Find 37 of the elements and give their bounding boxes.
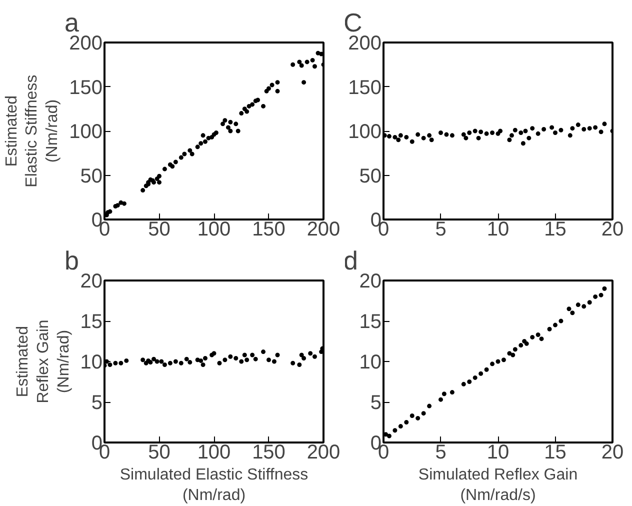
y-axis-title: Estimated Reflex Gain (Nm/rad)	[14, 320, 72, 404]
x-tick-label: 5	[435, 218, 446, 240]
x-tick-label: 10	[486, 442, 510, 464]
y-tick-label: 50	[80, 165, 103, 188]
chart-title: b	[64, 246, 79, 276]
x-tick-label: 50	[148, 442, 170, 464]
y-tick-label: 10	[359, 352, 382, 374]
x-tick-label: 20	[601, 218, 624, 240]
x-tick-label: 15	[544, 218, 566, 240]
y-tick-label: 100	[69, 121, 103, 143]
x-tick-label: 200	[306, 218, 340, 240]
x-tick-label: 5	[435, 442, 446, 464]
x-tick-label: 150	[252, 218, 286, 240]
y-tick-label: 200	[348, 32, 382, 54]
x-tick-label: 50	[148, 218, 170, 240]
x-tick-label: 100	[197, 442, 231, 464]
y-tick-label: 20	[80, 270, 103, 292]
y-tick-label: 15	[80, 311, 103, 333]
x-tick-label: 20	[601, 442, 624, 464]
y-tick-label: 150	[348, 76, 382, 99]
y-tick-label: 5	[370, 392, 382, 414]
x-axis-title: Simulated Reflex Gain (Nm/rad/s)	[418, 466, 578, 504]
y-tick-label: 100	[348, 121, 382, 143]
y-tick-label: 5	[91, 392, 102, 414]
y-tick-label: 50	[359, 165, 382, 188]
y-axis-title: Estimated Elastic Stiffness (Nm/rad)	[3, 74, 62, 188]
x-tick-label: 10	[486, 218, 510, 240]
x-tick-label: 150	[252, 442, 286, 464]
y-tick-label: 10	[80, 352, 103, 374]
y-tick-label: 20	[359, 270, 382, 292]
y-tick-label: 200	[69, 32, 103, 54]
x-axis-title: Simulated Elastic Stiffness (Nm/rad)	[120, 466, 308, 504]
x-tick-label: 15	[544, 442, 566, 464]
y-tick-label: 15	[359, 311, 382, 333]
y-tick-label: 150	[69, 76, 103, 99]
x-tick-label: 100	[197, 218, 231, 240]
x-tick-label: 200	[306, 442, 340, 464]
